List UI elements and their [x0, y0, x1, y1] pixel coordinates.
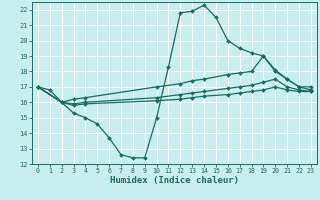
X-axis label: Humidex (Indice chaleur): Humidex (Indice chaleur) — [110, 176, 239, 185]
